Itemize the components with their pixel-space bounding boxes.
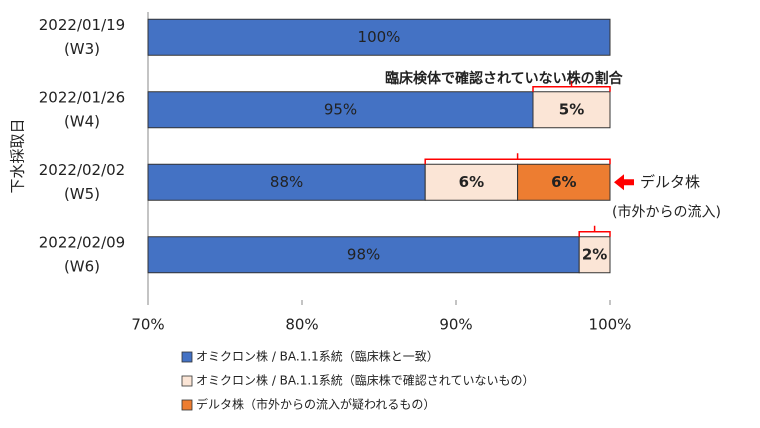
legend-swatch bbox=[181, 351, 193, 363]
value-label: 88% bbox=[270, 173, 303, 191]
bracket bbox=[578, 225, 611, 237]
y-tick-label: 2022/01/26 bbox=[39, 88, 125, 106]
bar-segment bbox=[147, 163, 426, 201]
bar-segment bbox=[532, 91, 611, 129]
annotation: デルタ株 bbox=[640, 173, 700, 191]
arrow bbox=[614, 174, 634, 191]
annotation: 臨床検体で確認されていない株の割合 bbox=[385, 70, 624, 87]
legend-label: デルタ株（市外からの流入が疑われるもの） bbox=[196, 397, 435, 412]
x-tick-label: 100% bbox=[589, 316, 632, 334]
bar-segment bbox=[147, 91, 534, 129]
legend-swatch bbox=[181, 399, 193, 411]
value-label: 5% bbox=[559, 100, 584, 118]
bar-segment bbox=[517, 163, 611, 201]
y-tick-label: (W4) bbox=[64, 112, 100, 130]
bar-segment bbox=[578, 236, 611, 274]
value-label: 98% bbox=[347, 245, 380, 263]
value-label: 6% bbox=[551, 173, 576, 191]
value-label: 6% bbox=[459, 173, 484, 191]
annotation: (市外からの流入) bbox=[612, 203, 721, 220]
y-tick-label: 2022/02/02 bbox=[39, 161, 125, 179]
value-label: 100% bbox=[358, 28, 401, 46]
value-label: 2% bbox=[582, 245, 607, 263]
y-tick-label: (W6) bbox=[64, 257, 100, 275]
bar-segment bbox=[424, 163, 519, 201]
x-tick-label: 90% bbox=[439, 316, 472, 334]
bracket bbox=[532, 80, 611, 92]
y-tick-label: 2022/01/19 bbox=[39, 16, 125, 34]
legend-swatch bbox=[181, 375, 193, 387]
x-tick-label: 80% bbox=[285, 316, 318, 334]
y-tick-label: 2022/02/09 bbox=[39, 233, 125, 251]
legend-label: オミクロン株 / BA.1.1系統（臨床株と一致） bbox=[196, 349, 439, 364]
y-axis-label: 下水採取日 bbox=[9, 118, 27, 193]
legend-label: オミクロン株 / BA.1.1系統（臨床株で確認されていないもの） bbox=[196, 373, 534, 388]
bracket bbox=[424, 153, 611, 165]
value-label: 95% bbox=[324, 100, 357, 118]
y-tick-label: (W3) bbox=[64, 40, 100, 58]
y-tick-label: (W5) bbox=[64, 185, 100, 203]
bar-segment bbox=[147, 18, 611, 56]
x-tick-label: 70% bbox=[131, 316, 164, 334]
